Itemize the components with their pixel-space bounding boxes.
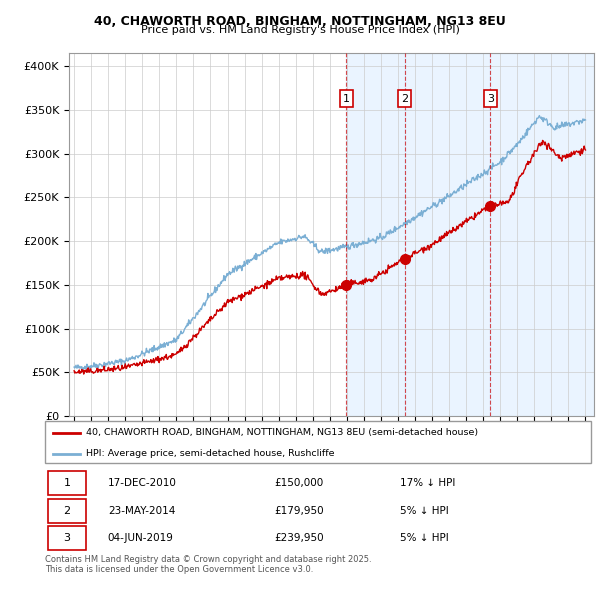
Text: 2: 2 — [63, 506, 70, 516]
FancyBboxPatch shape — [48, 499, 86, 523]
Text: £239,950: £239,950 — [274, 533, 324, 543]
Text: 3: 3 — [64, 533, 70, 543]
Bar — [404, 53, 490, 416]
Text: 40, CHAWORTH ROAD, BINGHAM, NOTTINGHAM, NG13 8EU (semi-detached house): 40, CHAWORTH ROAD, BINGHAM, NOTTINGHAM, … — [86, 428, 478, 437]
Text: 04-JUN-2019: 04-JUN-2019 — [108, 533, 173, 543]
Text: Contains HM Land Registry data © Crown copyright and database right 2025.
This d: Contains HM Land Registry data © Crown c… — [45, 555, 371, 574]
Text: £150,000: £150,000 — [274, 478, 323, 488]
Bar — [490, 53, 594, 416]
Text: 2: 2 — [401, 94, 408, 104]
Text: 23-MAY-2014: 23-MAY-2014 — [108, 506, 175, 516]
FancyBboxPatch shape — [48, 526, 86, 550]
Text: 40, CHAWORTH ROAD, BINGHAM, NOTTINGHAM, NG13 8EU: 40, CHAWORTH ROAD, BINGHAM, NOTTINGHAM, … — [94, 15, 506, 28]
FancyBboxPatch shape — [48, 471, 86, 495]
Text: 3: 3 — [487, 94, 494, 104]
Text: 17% ↓ HPI: 17% ↓ HPI — [400, 478, 455, 488]
Text: 1: 1 — [343, 94, 350, 104]
Text: 5% ↓ HPI: 5% ↓ HPI — [400, 533, 449, 543]
Text: Price paid vs. HM Land Registry's House Price Index (HPI): Price paid vs. HM Land Registry's House … — [140, 25, 460, 35]
FancyBboxPatch shape — [45, 421, 591, 463]
Text: £179,950: £179,950 — [274, 506, 324, 516]
Text: HPI: Average price, semi-detached house, Rushcliffe: HPI: Average price, semi-detached house,… — [86, 450, 334, 458]
Text: 17-DEC-2010: 17-DEC-2010 — [108, 478, 176, 488]
Text: 1: 1 — [64, 478, 70, 488]
Bar — [346, 53, 404, 416]
Text: 5% ↓ HPI: 5% ↓ HPI — [400, 506, 449, 516]
